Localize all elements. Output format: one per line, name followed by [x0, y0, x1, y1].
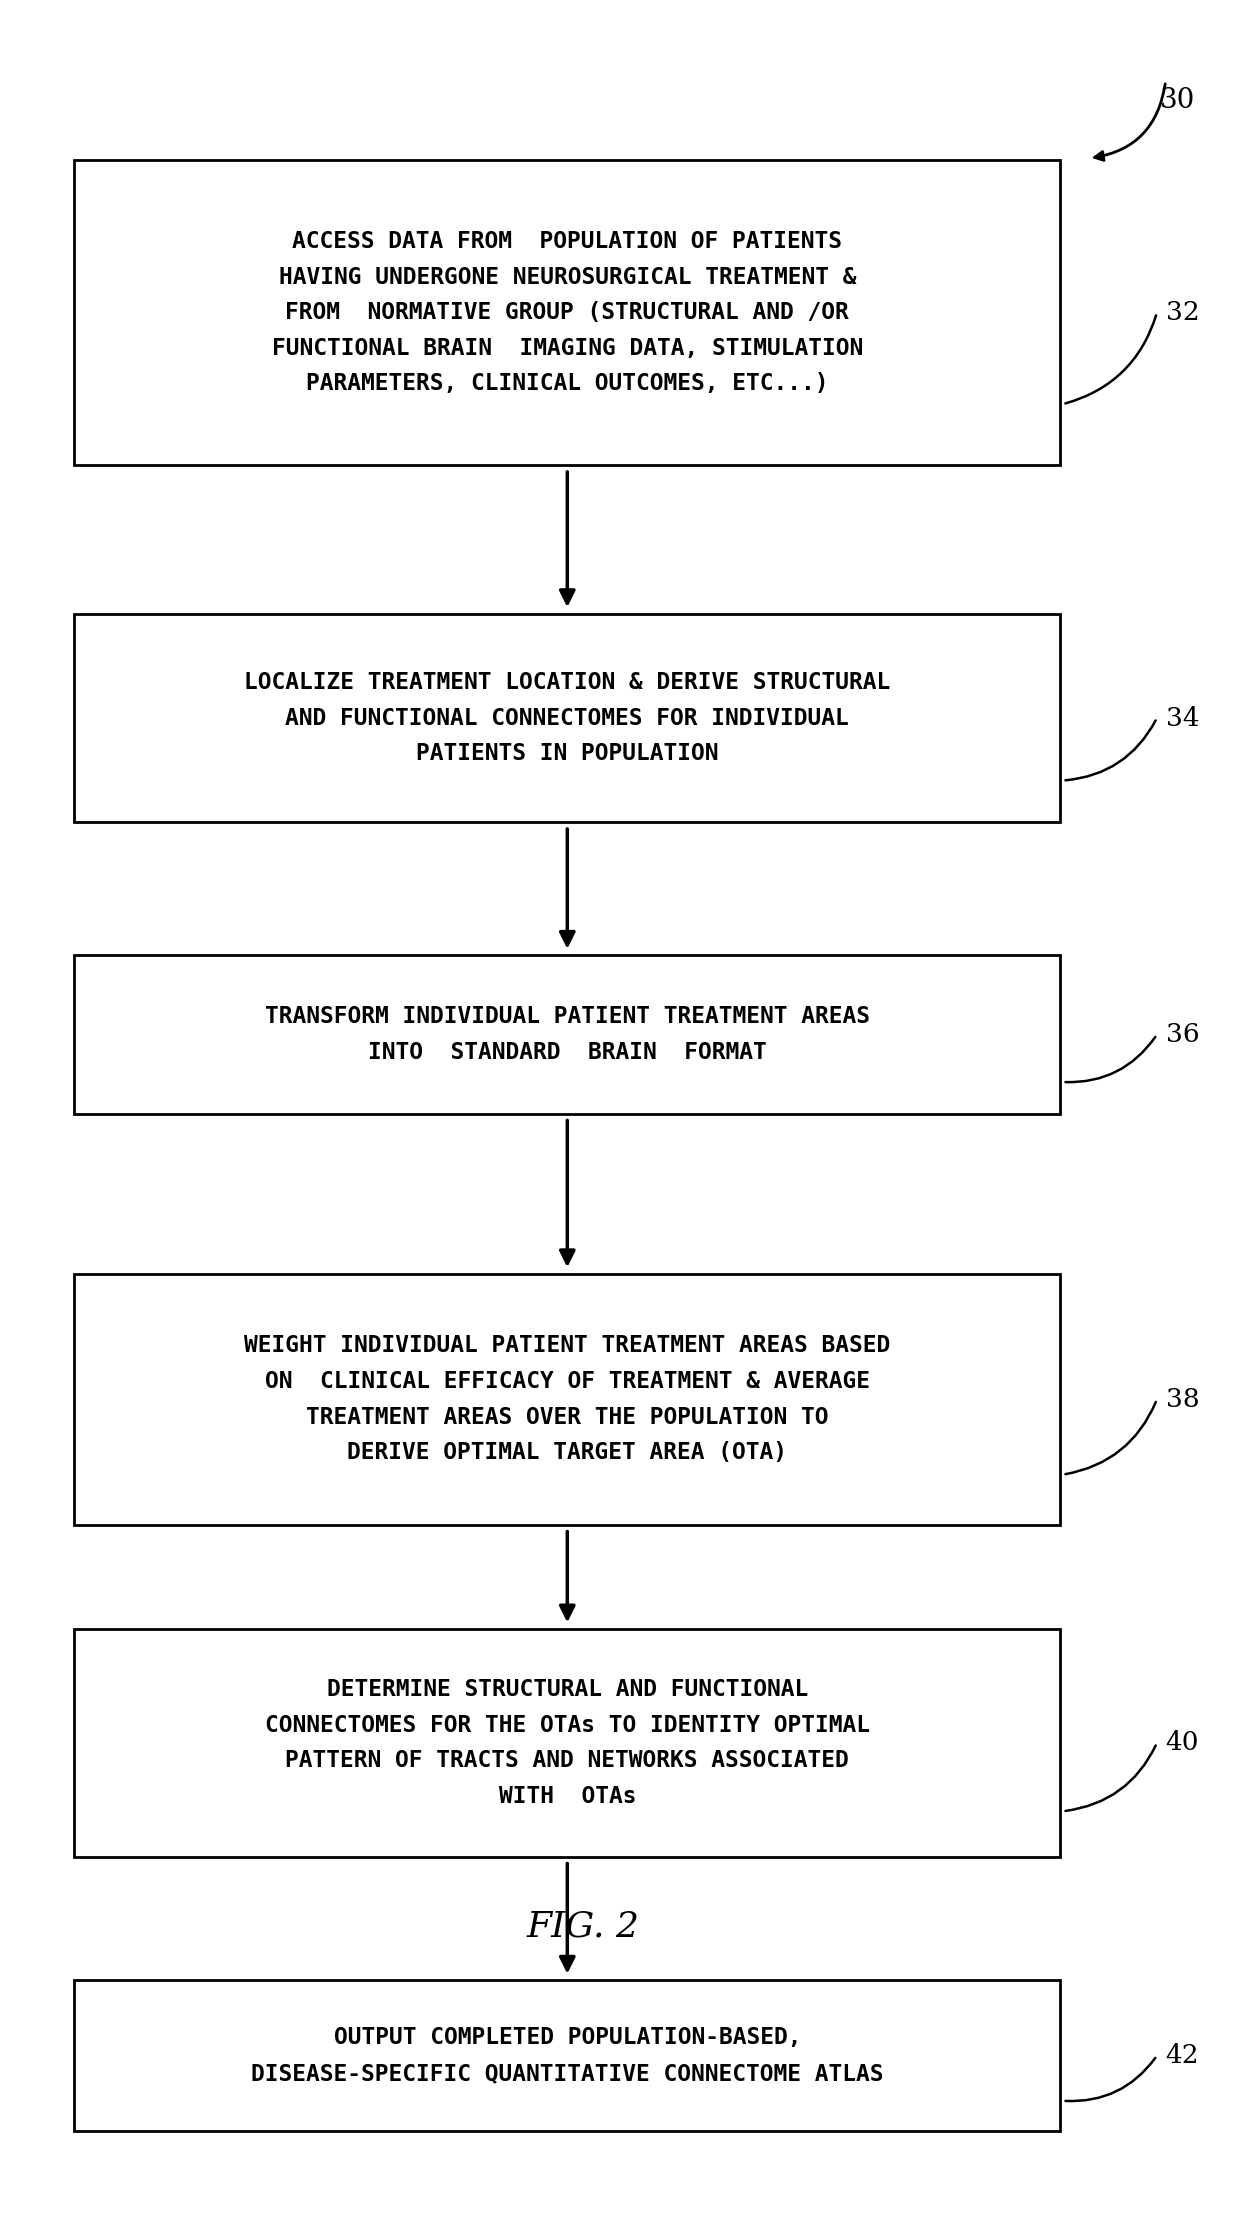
Text: 36: 36 — [1166, 1021, 1199, 1048]
Text: FIG. 2: FIG. 2 — [526, 1910, 640, 1943]
FancyBboxPatch shape — [74, 1979, 1060, 2132]
Text: OUTPUT COMPLETED POPULATION-BASED,
DISEASE-SPECIFIC QUANTITATIVE CONNECTOME ATLA: OUTPUT COMPLETED POPULATION-BASED, DISEA… — [250, 2026, 884, 2085]
FancyBboxPatch shape — [74, 1274, 1060, 1525]
FancyBboxPatch shape — [74, 161, 1060, 466]
Text: 42: 42 — [1166, 2044, 1199, 2069]
Text: WEIGHT INDIVIDUAL PATIENT TREATMENT AREAS BASED
ON  CLINICAL EFFICACY OF TREATME: WEIGHT INDIVIDUAL PATIENT TREATMENT AREA… — [244, 1334, 890, 1464]
Text: 34: 34 — [1166, 705, 1199, 730]
FancyBboxPatch shape — [74, 956, 1060, 1113]
Text: 38: 38 — [1166, 1386, 1199, 1413]
Text: TRANSFORM INDIVIDUAL PATIENT TREATMENT AREAS
INTO  STANDARD  BRAIN  FORMAT: TRANSFORM INDIVIDUAL PATIENT TREATMENT A… — [265, 1005, 869, 1064]
Text: 40: 40 — [1166, 1731, 1199, 1755]
Text: LOCALIZE TREATMENT LOCATION & DERIVE STRUCTURAL
AND FUNCTIONAL CONNECTOMES FOR I: LOCALIZE TREATMENT LOCATION & DERIVE STR… — [244, 672, 890, 766]
Text: 32: 32 — [1166, 300, 1199, 325]
Text: 30: 30 — [1159, 87, 1195, 114]
FancyBboxPatch shape — [74, 1630, 1060, 1856]
Text: DETERMINE STRUCTURAL AND FUNCTIONAL
CONNECTOMES FOR THE OTAs TO IDENTITY OPTIMAL: DETERMINE STRUCTURAL AND FUNCTIONAL CONN… — [265, 1677, 869, 1807]
Text: ACCESS DATA FROM  POPULATION OF PATIENTS
HAVING UNDERGONE NEUROSURGICAL TREATMEN: ACCESS DATA FROM POPULATION OF PATIENTS … — [272, 231, 863, 396]
FancyBboxPatch shape — [74, 613, 1060, 822]
